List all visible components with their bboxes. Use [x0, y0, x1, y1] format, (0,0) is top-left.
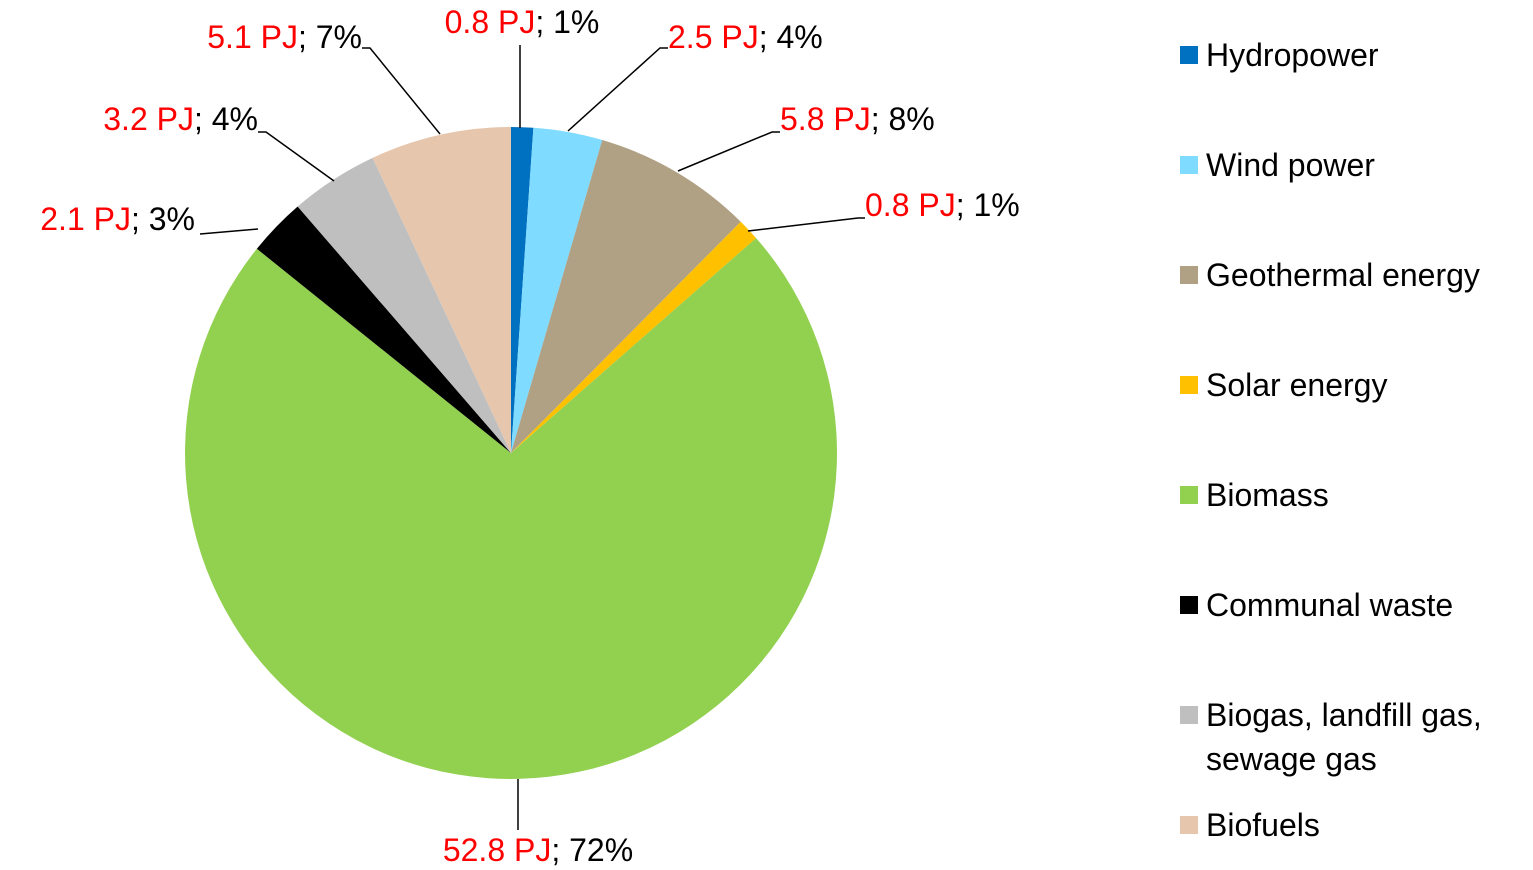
data-label-separator: ; [956, 187, 974, 223]
data-label-value: 3.2 PJ [103, 101, 194, 137]
legend-label: Biofuels [1206, 807, 1320, 843]
legend-swatch [1180, 816, 1198, 834]
pie-slice [511, 221, 757, 453]
data-label-percent: 1% [553, 4, 599, 40]
leader-line [199, 228, 259, 235]
legend-swatch [1180, 486, 1198, 504]
pie-slice [372, 127, 511, 453]
leader-line [677, 131, 780, 172]
data-label-value: 0.8 PJ [865, 187, 956, 223]
legend-label: Geothermal energy [1206, 257, 1480, 293]
pie-slice [511, 140, 741, 453]
legend-swatch [1180, 46, 1198, 64]
data-label-percent: 4% [777, 19, 823, 55]
legend-label: Communal waste [1206, 587, 1454, 623]
pie-slice [256, 206, 511, 453]
leader-line [567, 47, 668, 132]
data-label-value: 0.8 PJ [445, 4, 536, 40]
data-label: 5.1 PJ; 7% [207, 19, 362, 55]
legend-swatch [1180, 596, 1198, 614]
data-label-percent: 4% [212, 101, 258, 137]
pie-slice [511, 127, 534, 453]
data-label-percent: 1% [974, 187, 1020, 223]
data-label-separator: ; [535, 4, 553, 40]
legend-label: Hydropower [1206, 37, 1379, 73]
legend-label: Solar energy [1206, 367, 1388, 403]
leader-line [747, 217, 865, 232]
legend-swatch [1180, 706, 1198, 724]
data-label-value: 5.8 PJ [780, 101, 871, 137]
data-label: 0.8 PJ; 1% [445, 4, 600, 40]
data-label-value: 2.1 PJ [40, 201, 131, 237]
legend-swatch [1180, 376, 1198, 394]
data-label-separator: ; [551, 832, 569, 868]
leader-line [258, 131, 335, 182]
legend-label: Biomass [1206, 477, 1329, 513]
leader-line [362, 47, 441, 135]
data-label: 2.5 PJ; 4% [668, 19, 823, 55]
data-label-value: 5.1 PJ [207, 19, 298, 55]
legend-label: Wind power [1206, 147, 1375, 183]
data-label-separator: ; [131, 201, 149, 237]
pie-slice [185, 238, 837, 780]
legend-label: Biogas, landfill gas, sewage gas [1206, 697, 1482, 777]
data-label-percent: 72% [569, 832, 633, 868]
data-label-separator: ; [298, 19, 316, 55]
data-label: 2.1 PJ; 3% [40, 201, 195, 237]
pie-area: 0.8 PJ; 1% 2.5 PJ; 4% 5.8 PJ; 8% 0.8 PJ; 1%… [40, 4, 1020, 868]
data-label-percent: 8% [889, 101, 935, 137]
data-label-separator: ; [871, 101, 889, 137]
data-label: 52.8 PJ; 72% [443, 832, 633, 868]
data-label: 3.2 PJ; 4% [103, 101, 258, 137]
legend-swatch [1180, 156, 1198, 174]
data-label-separator: ; [194, 101, 212, 137]
pie-slice [297, 157, 511, 454]
data-label: 5.8 PJ; 8% [780, 101, 935, 137]
pie-slice [511, 127, 603, 453]
data-label-percent: 7% [316, 19, 362, 55]
data-label: 0.8 PJ; 1% [865, 187, 1020, 223]
legend-swatch [1180, 266, 1198, 284]
data-label-value: 2.5 PJ [668, 19, 759, 55]
data-label-percent: 3% [149, 201, 195, 237]
data-label-value: 52.8 PJ [443, 832, 552, 868]
data-label-separator: ; [759, 19, 777, 55]
